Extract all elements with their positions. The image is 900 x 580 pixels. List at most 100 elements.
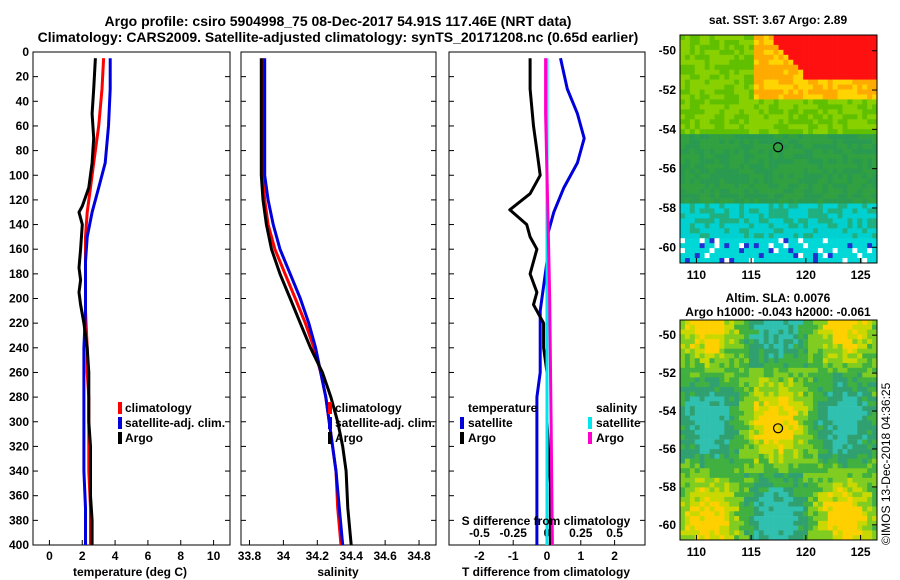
y-tick-label: 360: [9, 489, 29, 503]
y-tick-label: 400: [9, 538, 29, 552]
legend-swatch-t-satellite: [460, 417, 464, 429]
x-tick-label: 34.8: [407, 549, 431, 563]
difference-xlabel: T difference from climatology: [462, 565, 630, 579]
map-x-tick-label: 110: [687, 268, 707, 282]
x-tick-label: 33.8: [238, 549, 262, 563]
figure-title-line1: Argo profile: csiro 5904998_75 08-Dec-20…: [105, 13, 572, 29]
map-y-tick-label: -50: [659, 328, 677, 342]
y-tick-label: 380: [9, 513, 29, 527]
salinity-xlabel: salinity: [317, 565, 359, 579]
map-x-tick-label: 115: [741, 268, 761, 282]
map-x-tick-label: 120: [796, 545, 816, 559]
legend-label-s-satellite: satellite: [596, 416, 641, 430]
x-tick-label: 0: [544, 549, 551, 563]
map-x-tick-label: 125: [851, 268, 871, 282]
map-x-tick-label: 125: [851, 545, 871, 559]
x-tick-label: 2: [79, 549, 86, 563]
map-y-tick-label: -56: [659, 442, 677, 456]
series-line-satellite-adj-clim-: [82, 58, 112, 545]
legend-swatch-satellite: [328, 417, 332, 429]
legend-label-t-satellite: satellite: [468, 416, 513, 430]
legend-label-satellite: satellite-adj. clim.: [125, 416, 225, 430]
series-line-argo: [77, 58, 97, 545]
legend-swatch-argo: [118, 432, 122, 444]
map-y-tick-label: -52: [659, 83, 677, 97]
x-tick-label: -2: [474, 549, 485, 563]
sla-map-title-line1: Altim. SLA: 0.0076: [726, 291, 831, 305]
legend-swatch-t-argo: [460, 432, 464, 444]
legend-label-argo: Argo: [125, 431, 153, 445]
x-tick-label: 34.2: [306, 549, 330, 563]
legend-title-temperature: temperature: [468, 401, 538, 415]
map-x-tick-label: 110: [687, 545, 707, 559]
series-line-temperature-satellite: [535, 57, 586, 545]
temperature-panel: 0204060801001201401601802002202402602803…: [9, 45, 231, 563]
sla-map: -50 -52 -54 -56 -58 -60 110 115 120 125: [659, 319, 878, 559]
difference-x2label: S difference from climatology: [462, 514, 631, 528]
y-tick-label: 200: [9, 292, 29, 306]
y-tick-label: 100: [9, 168, 29, 182]
legend-label-argo: Argo: [335, 431, 363, 445]
legend-label-t-argo: Argo: [468, 431, 496, 445]
y-tick-label: 60: [16, 119, 30, 133]
y-tick-label: 320: [9, 439, 29, 453]
legend-label-s-argo: Argo: [596, 431, 624, 445]
map-y-tick-label: -60: [659, 518, 677, 532]
x-tick-label: 34: [277, 549, 291, 563]
map-field: [680, 320, 878, 541]
legend-swatch-argo: [328, 432, 332, 444]
sla-map-title-line2: Argo h1000: -0.043 h2000: -0.061: [685, 305, 871, 319]
map-x-tick-label: 115: [741, 545, 761, 559]
x2-tick-label: -0.25: [500, 526, 528, 540]
salinity-legend: climatology satellite-adj. clim. Argo: [328, 401, 435, 445]
x-tick-label: 4: [112, 549, 119, 563]
legend-label-satellite: satellite-adj. clim.: [335, 416, 435, 430]
legend-label-climatology: climatology: [125, 401, 192, 415]
series-line-temperature-argo: [508, 58, 552, 545]
map-field: [680, 35, 878, 264]
imos-watermark: ©IMOS 13-Dec-2018 04:36:25: [879, 382, 893, 545]
temperature-xlabel: temperature (deg C): [73, 565, 187, 579]
x-tick-label: 10: [207, 549, 221, 563]
x-tick-label: 2: [611, 549, 618, 563]
legend-swatch-satellite: [118, 417, 122, 429]
x2-tick-label: -0.5: [469, 526, 490, 540]
map-frame: [679, 319, 878, 541]
y-tick-label: 80: [16, 144, 30, 158]
legend-title-salinity: salinity: [596, 401, 638, 415]
series-line-argo: [259, 58, 353, 546]
legend-swatch-climatology: [328, 402, 332, 414]
map-y-tick-label: -54: [659, 404, 677, 418]
legend-swatch-s-argo: [588, 432, 592, 444]
difference-legend: temperature satellite Argo salinity sate…: [460, 401, 641, 445]
salinity-panel: 33.8 34 34.2 34.4 34.6 34.8: [238, 51, 437, 563]
map-y-tick-label: -60: [659, 240, 677, 254]
x-tick-label: 1: [577, 549, 584, 563]
legend-label-climatology: climatology: [335, 401, 402, 415]
map-x-tick-label: 120: [796, 268, 816, 282]
x-tick-label: 0: [46, 549, 53, 563]
map-y-tick-label: -56: [659, 162, 677, 176]
map-frame: [679, 34, 878, 264]
y-tick-label: 180: [9, 267, 29, 281]
sst-map: -50 -52 -54 -56 -58 -60 110 115 120 125: [659, 34, 878, 282]
map-y-tick-label: -58: [659, 480, 677, 494]
plot-frame: [32, 51, 231, 546]
legend-swatch-s-satellite: [588, 417, 592, 429]
argo-location-marker: [772, 423, 784, 434]
legend-swatch-climatology: [118, 402, 122, 414]
y-tick-label: 280: [9, 390, 29, 404]
y-tick-label: 300: [9, 415, 29, 429]
y-tick-label: 120: [9, 193, 29, 207]
map-y-tick-label: -58: [659, 201, 677, 215]
temperature-legend: climatology satellite-adj. clim. Argo: [118, 401, 225, 445]
y-tick-label: 240: [9, 341, 29, 355]
plot-frame: [240, 51, 437, 546]
x2-tick-label: 0.25: [569, 526, 593, 540]
x-tick-label: 34.6: [373, 549, 397, 563]
sst-map-title: sat. SST: 3.67 Argo: 2.89: [709, 13, 848, 27]
y-tick-label: 20: [16, 70, 30, 84]
y-tick-label: 140: [9, 218, 29, 232]
y-tick-label: 260: [9, 365, 29, 379]
